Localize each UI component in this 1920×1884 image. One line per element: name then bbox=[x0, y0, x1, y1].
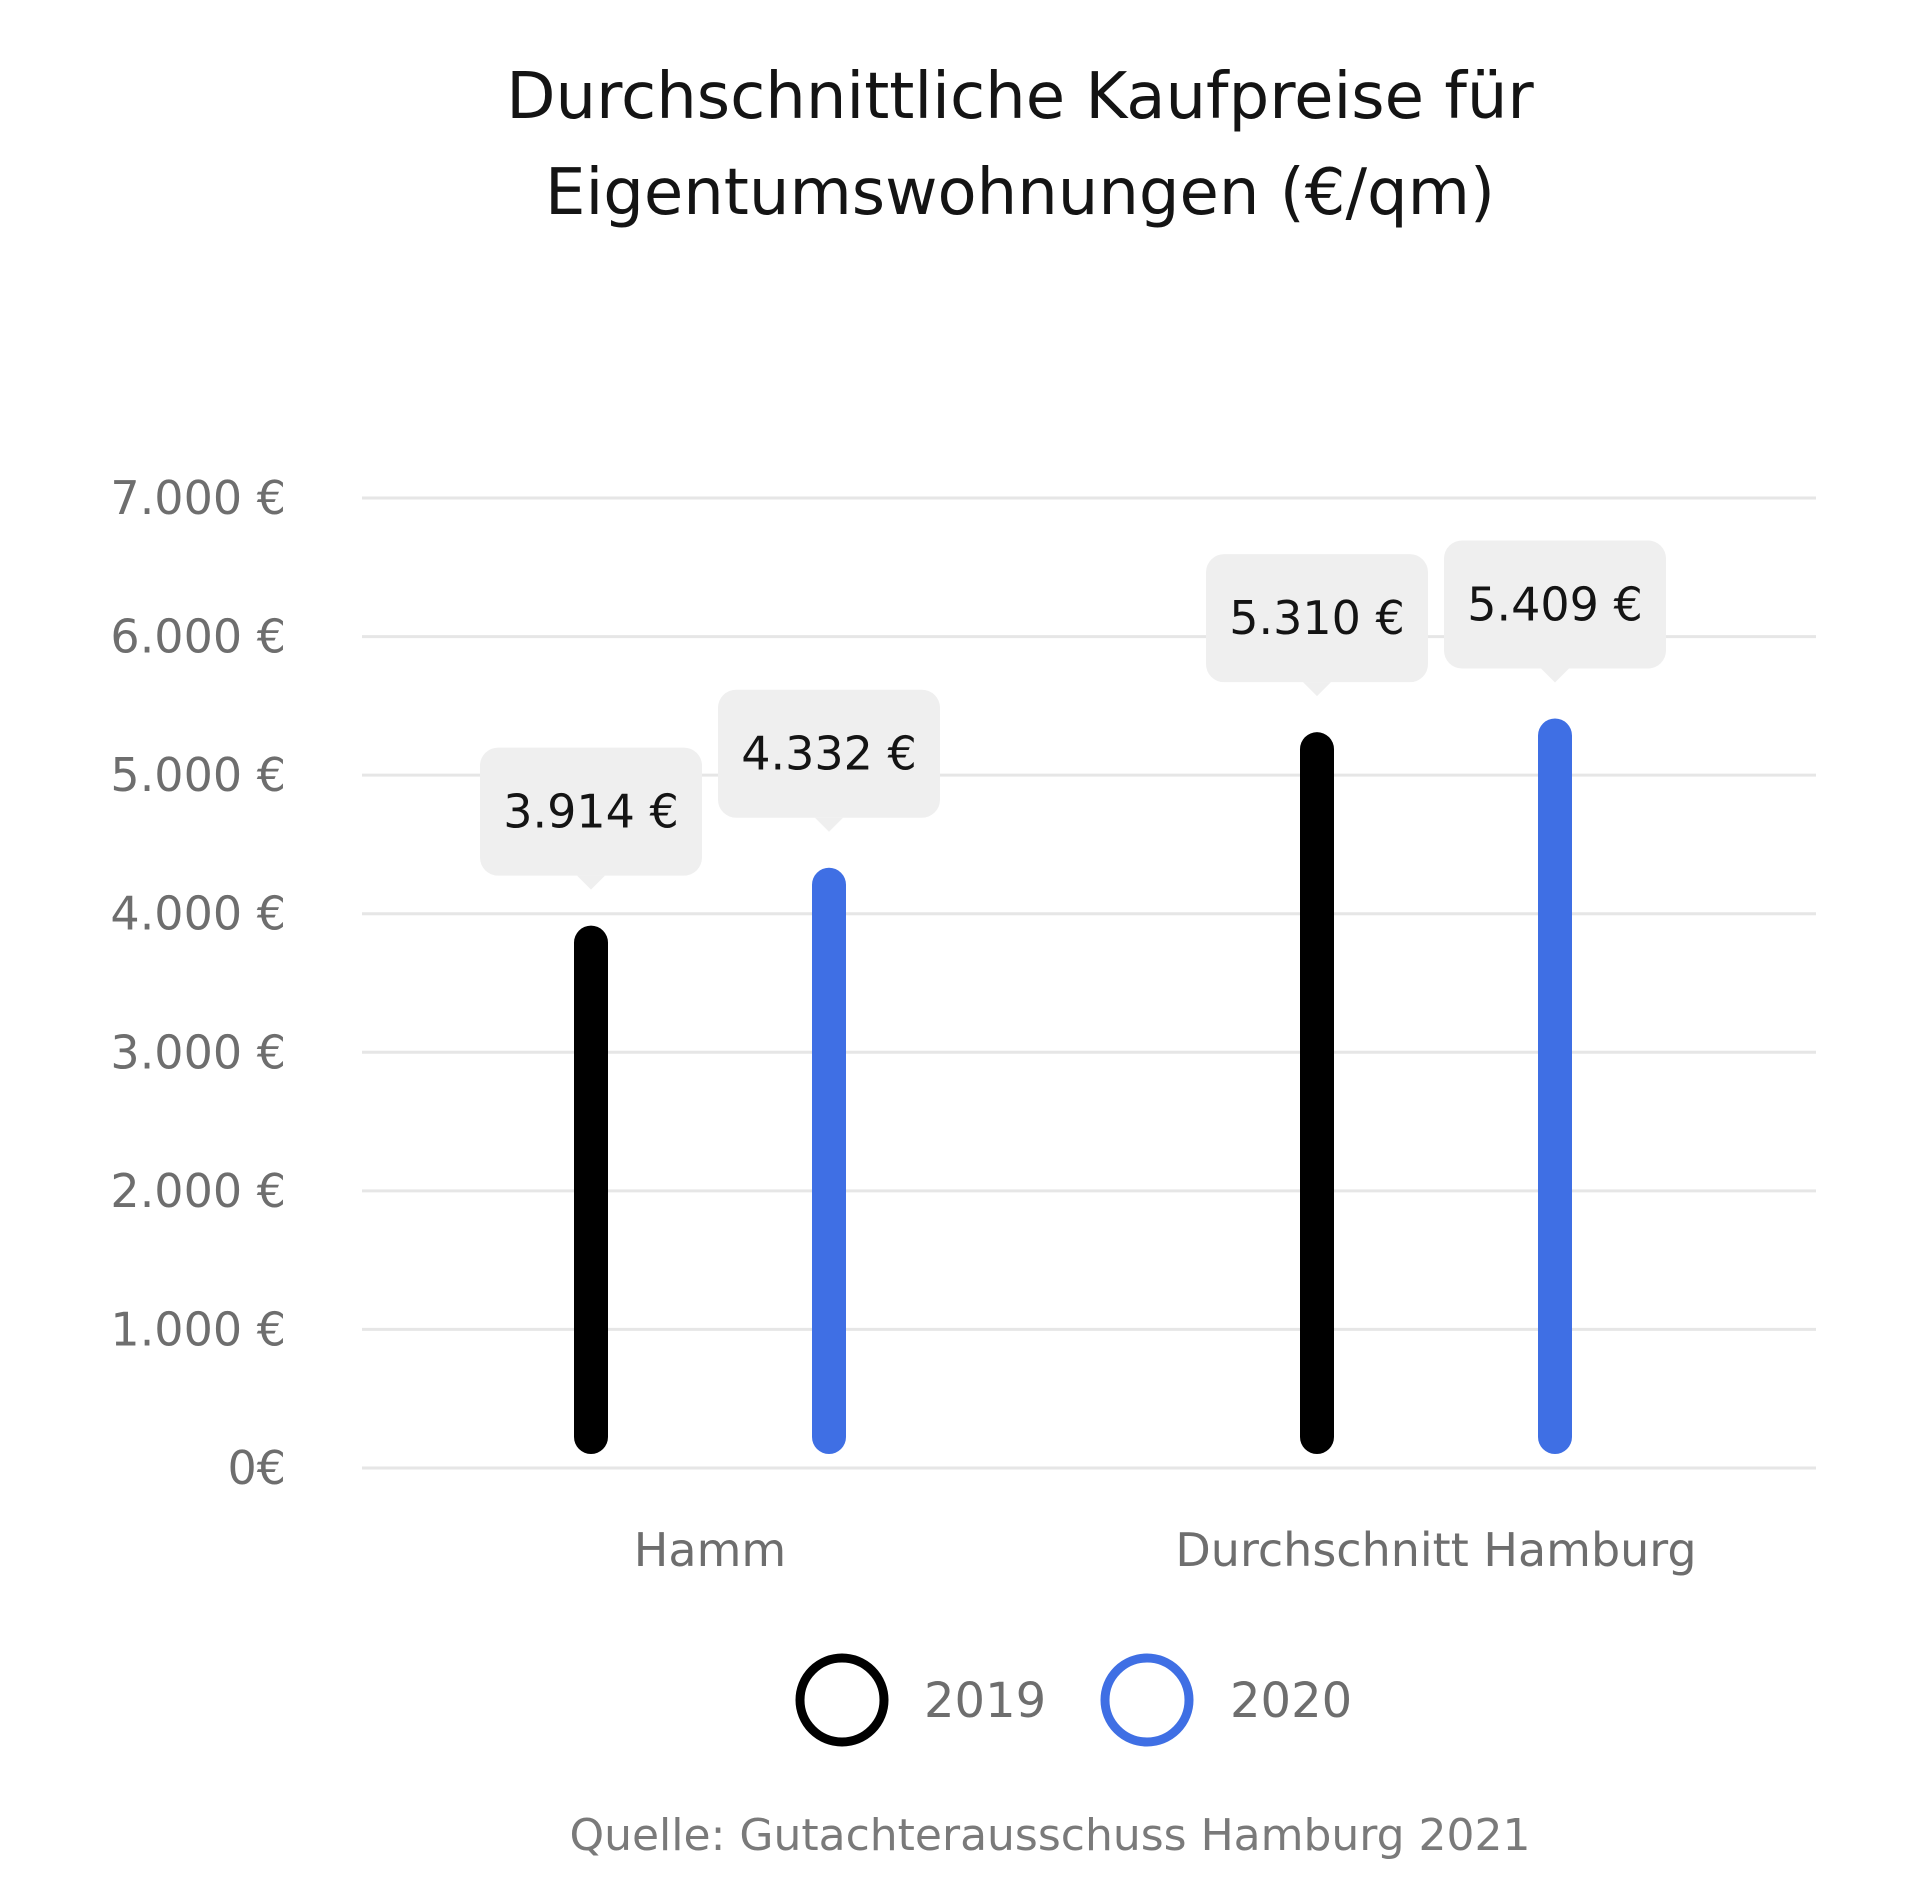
legend-item-2020: 2020 bbox=[1100, 1653, 1352, 1747]
legend: 2019 2020 bbox=[795, 1653, 1352, 1747]
legend-marker bbox=[1100, 1653, 1194, 1747]
y-axis-ticks: 0€ 1.000 € 2.000 € 3.000 € 4.000 € 5.000 € 6.0… bbox=[110, 471, 286, 1495]
chart-title: Durchschnittliche Kaufpreise für Eigentu… bbox=[506, 60, 1534, 230]
data-label-text: 5.409 € bbox=[1467, 577, 1643, 631]
data-label-2020-0: 4.332 € bbox=[718, 689, 940, 832]
y-tick-label: 1.000 € bbox=[110, 1302, 286, 1356]
y-tick-label: 2.000 € bbox=[110, 1164, 286, 1218]
x-axis-categories: Hamm Durchschnitt Hamburg bbox=[634, 1523, 1697, 1577]
bar-2019-1 bbox=[1300, 732, 1334, 1454]
category-label: Durchschnitt Hamburg bbox=[1175, 1523, 1696, 1577]
y-tick-label: 7.000 € bbox=[110, 471, 286, 525]
data-label-box bbox=[718, 689, 940, 818]
data-label-box bbox=[1206, 554, 1428, 683]
y-tick-label: 4.000 € bbox=[110, 887, 286, 941]
data-label-2019-1: 5.310 € bbox=[1206, 554, 1428, 697]
legend-label: 2020 bbox=[1230, 1673, 1352, 1729]
bar-2019-0 bbox=[574, 925, 608, 1454]
data-label-text: 5.310 € bbox=[1229, 591, 1405, 645]
data-label-box bbox=[1444, 540, 1666, 669]
data-label-pointer bbox=[815, 817, 843, 832]
bars bbox=[574, 718, 1572, 1454]
data-label-pointer bbox=[1541, 668, 1569, 683]
bar-2020-1 bbox=[1538, 718, 1572, 1454]
bar-2020-0 bbox=[812, 867, 846, 1454]
data-label-text: 4.332 € bbox=[741, 727, 917, 781]
data-label-text: 3.914 € bbox=[503, 785, 679, 839]
y-tick-label: 0€ bbox=[227, 1441, 286, 1495]
y-tick-label: 3.000 € bbox=[110, 1025, 286, 1079]
data-label-pointer bbox=[1303, 682, 1331, 697]
data-label-2019-0: 3.914 € bbox=[480, 747, 702, 890]
data-labels: 3.914 € 5.310 € 4.332 € 5.409 € bbox=[480, 540, 1666, 890]
data-label-box bbox=[480, 747, 702, 876]
legend-item-2019: 2019 bbox=[795, 1653, 1046, 1747]
data-label-2020-1: 5.409 € bbox=[1444, 540, 1666, 683]
legend-label: 2019 bbox=[924, 1673, 1046, 1729]
y-tick-label: 6.000 € bbox=[110, 610, 286, 664]
data-label-pointer bbox=[577, 875, 605, 890]
chart-title-line-1: Durchschnittliche Kaufpreise für bbox=[506, 60, 1534, 134]
chart-title-line-2: Eigentumswohnungen (€/qm) bbox=[545, 156, 1495, 230]
source-note: Quelle: Gutachterausschuss Hamburg 2021 bbox=[569, 1810, 1530, 1861]
category-label: Hamm bbox=[634, 1523, 786, 1577]
legend-marker bbox=[795, 1653, 889, 1747]
y-tick-label: 5.000 € bbox=[110, 748, 286, 802]
